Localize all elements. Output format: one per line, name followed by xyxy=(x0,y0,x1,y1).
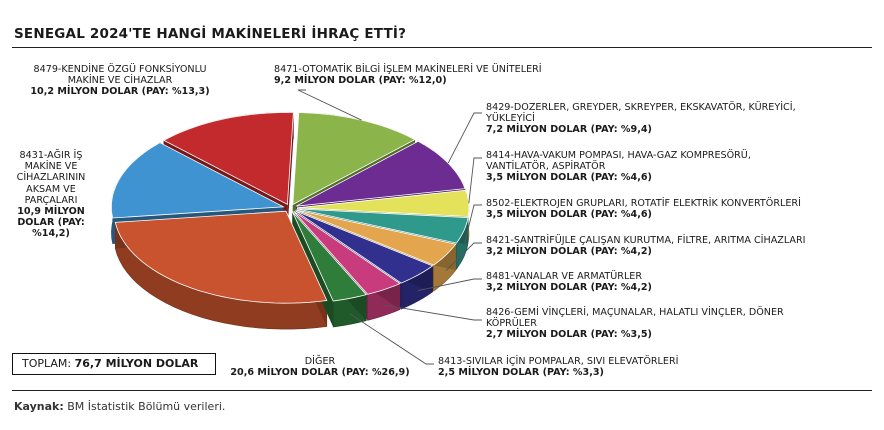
label-8429-value: 7,2 MİLYON DOLAR (PAY: %9,4) xyxy=(486,124,652,136)
total-value: 76,7 MİLYON DOLAR xyxy=(74,357,199,370)
label-8481-value: 3,2 MİLYON DOLAR (PAY: %4,2) xyxy=(486,282,652,294)
leader-8414 xyxy=(468,157,482,204)
slice-8471 xyxy=(292,112,416,206)
label-8481: 8481-VANALAR VE ARMATÜRLER 3,2 MİLYON DO… xyxy=(486,271,786,293)
label-8426-value: 2,7 MİLYON DOLAR (PAY: %3,5) xyxy=(486,329,652,341)
pie-tops xyxy=(111,111,470,304)
label-8471-value: 9,2 MİLYON DOLAR (PAY: %12,0) xyxy=(274,75,447,87)
label-8426: 8426-GEMİ VİNÇLERİ, MAÇUNALAR, HALATLI V… xyxy=(486,307,806,341)
label-8479-name: 8479-KENDİNE ÖZGÜ FONKSİYONLU MAKİNE VE … xyxy=(33,64,207,87)
label-8429-name: 8429-DOZERLER, GREYDER, SKREYPER, EKSKAV… xyxy=(486,102,796,125)
label-8414-name: 8414-HAVA-VAKUM POMPASI, HAVA-GAZ KOMPRE… xyxy=(486,150,751,173)
label-diger: DİĞER 20,6 MİLYON DOLAR (PAY: %26,9) xyxy=(230,356,410,378)
label-8421-name: 8421-SANTRİFÜJLE ÇALIŞAN KURUTMA, FİLTRE… xyxy=(486,235,806,246)
label-8414-value: 3,5 MİLYON DOLAR (PAY: %4,6) xyxy=(486,172,652,184)
label-8431: 8431-AĞIR İŞ MAKİNE VE CİHAZLARININ AKSA… xyxy=(8,150,94,240)
leader-8413 xyxy=(349,313,434,365)
bottom-rule xyxy=(12,390,872,391)
slice-8502 xyxy=(296,208,469,244)
label-8414: 8414-HAVA-VAKUM POMPASI, HAVA-GAZ KOMPRE… xyxy=(486,150,806,184)
slice-8479 xyxy=(163,111,294,206)
label-8429: 8429-DOZERLER, GREYDER, SKREYPER, EKSKAV… xyxy=(486,102,826,136)
total-box: TOPLAM: 76,7 MİLYON DOLAR xyxy=(12,353,216,375)
slice-di̇ğer xyxy=(114,210,328,304)
label-8426-name: 8426-GEMİ VİNÇLERİ, MAÇUNALAR, HALATLI V… xyxy=(486,307,784,330)
label-8421: 8421-SANTRİFÜJLE ÇALIŞAN KURUTMA, FİLTRE… xyxy=(486,235,876,257)
source-label: Kaynak: xyxy=(14,400,64,413)
chart-title: SENEGAL 2024'TE HANGİ MAKİNELERİ İHRAÇ E… xyxy=(14,26,407,42)
total-label: TOPLAM: xyxy=(22,357,72,370)
slice-8426 xyxy=(293,210,401,295)
source-note: Kaynak: BM İstatistik Bölümü verileri. xyxy=(14,400,225,413)
label-8502-name: 8502-ELEKTROJEN GRUPLARI, ROTATİF ELEKTR… xyxy=(486,198,801,209)
label-8471-name: 8471-OTOMATİK BİLGİ İŞLEM MAKİNELERİ VE … xyxy=(274,64,542,75)
leader-8471 xyxy=(297,89,362,121)
slice-8431 xyxy=(111,142,285,219)
slice-8481 xyxy=(294,210,434,284)
label-8431-value: 10,9 MİLYON DOLAR (PAY: %14,2) xyxy=(17,206,85,240)
leader-lines xyxy=(297,89,482,365)
top-rule xyxy=(12,47,872,48)
source-text: BM İstatistik Bölümü verileri. xyxy=(63,400,226,413)
leader-8426 xyxy=(384,304,482,321)
slice-8413 xyxy=(291,211,368,302)
label-8413: 8413-SIVILAR İÇİN POMPALAR, SIVI ELEVATÖ… xyxy=(438,356,738,378)
label-8431-name: 8431-AĞIR İŞ MAKİNE VE CİHAZLARININ AKSA… xyxy=(16,150,86,206)
leader-8421 xyxy=(445,242,482,271)
leader-8502 xyxy=(463,204,482,247)
label-8413-value: 2,5 MİLYON DOLAR (PAY: %3,3) xyxy=(438,367,604,379)
slice-8421 xyxy=(295,209,457,266)
label-8479-value: 10,2 MİLYON DOLAR (PAY: %13,3) xyxy=(30,86,210,98)
label-diger-value: 20,6 MİLYON DOLAR (PAY: %26,9) xyxy=(230,367,410,379)
label-8471: 8471-OTOMATİK BİLGİ İŞLEM MAKİNELERİ VE … xyxy=(274,64,574,86)
label-8413-name: 8413-SIVILAR İÇİN POMPALAR, SIVI ELEVATÖ… xyxy=(438,356,679,367)
leader-8429 xyxy=(447,112,482,164)
label-diger-name: DİĞER xyxy=(304,356,336,367)
label-8479: 8479-KENDİNE ÖZGÜ FONKSİYONLU MAKİNE VE … xyxy=(20,64,220,98)
leader-8481 xyxy=(417,278,482,292)
label-8502: 8502-ELEKTROJEN GRUPLARI, ROTATİF ELEKTR… xyxy=(486,198,876,220)
slice-wall-8479 xyxy=(287,112,294,231)
label-8421-value: 3,2 MİLYON DOLAR (PAY: %4,2) xyxy=(486,246,652,258)
label-8481-name: 8481-VANALAR VE ARMATÜRLER xyxy=(486,271,643,282)
label-8502-value: 3,5 MİLYON DOLAR (PAY: %4,6) xyxy=(486,209,652,221)
